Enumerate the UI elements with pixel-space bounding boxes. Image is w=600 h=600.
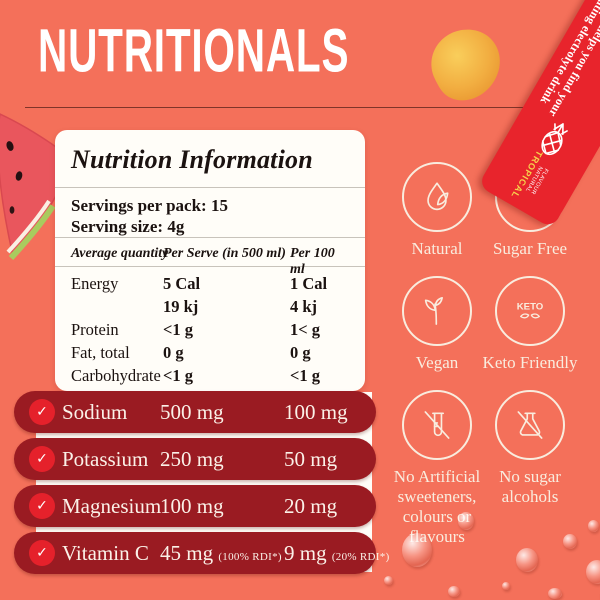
- mango-slice-image: [431, 29, 500, 101]
- water-droplet: [586, 560, 600, 584]
- col-per-100: Per 100 ml: [290, 246, 335, 277]
- product-sachet: hydrating electrolyte drink mix that hel…: [477, 0, 600, 229]
- servings-per-pack-value: 15: [210, 196, 228, 215]
- badge-natural: Natural: [377, 162, 497, 259]
- nutrition-card: Nutrition Information Servings per pack:…: [55, 130, 365, 391]
- mineral-per-100-note: (20% RDI*): [331, 551, 390, 563]
- badge-no-sugar-alcohols: No sugar alcohols: [470, 390, 590, 507]
- keto-icon-text: KETO: [517, 302, 544, 313]
- row-per-100: 0 g: [290, 343, 311, 362]
- water-droplet: [516, 548, 538, 572]
- badge-label: Vegan: [415, 353, 459, 372]
- servings-per-pack-label: Servings per pack:: [71, 196, 207, 215]
- mineral-per-serve: 250 mg: [160, 447, 224, 471]
- badge-label: No sugar alcohols: [499, 467, 561, 506]
- row-per-100: <1 g: [290, 366, 321, 385]
- badge-no-artificial: No Artificial sweeteners, colours or fla…: [377, 390, 497, 547]
- table-body: Energy 5 Cal 1 Cal 19 kj 4 kj Protein <1…: [55, 266, 365, 389]
- mineral-per-100: 9 mg: [284, 541, 327, 565]
- row-per-100: 4 kj: [290, 297, 318, 316]
- table-row: Fat, total 0 g 0 g: [71, 343, 349, 366]
- flask-crossed-icon: [495, 390, 565, 460]
- row-per-serve: 0 g: [163, 343, 184, 362]
- mineral-per-serve: 100 mg: [160, 494, 224, 518]
- mineral-row-vitamin-c: ✓ Vitamin C 45 mg (100% RDI*) 9 mg (20% …: [14, 532, 389, 574]
- mineral-per-serve-note: (100% RDI*): [218, 551, 282, 563]
- mineral-per-100: 50 mg: [284, 447, 338, 471]
- col-per-serve: Per Serve (in 500 ml): [163, 246, 286, 261]
- test-tube-crossed-icon: [402, 390, 472, 460]
- row-per-serve: <1 g: [163, 366, 194, 385]
- row-label: Energy: [71, 274, 119, 293]
- watermelon-slice-image: [0, 113, 73, 260]
- table-header: Average quantity Per Serve (in 500 ml) P…: [55, 237, 365, 277]
- sachet-flavour-label: TROPICAL NATURAL FLAVOUR: [508, 148, 555, 207]
- check-icon: ✓: [29, 446, 55, 472]
- water-droplet: [402, 533, 432, 567]
- badge-label: No Artificial sweeteners, colours or fla…: [393, 467, 481, 546]
- water-droplet: [588, 520, 599, 532]
- badge-label: Keto Friendly: [482, 353, 578, 372]
- check-icon: ✓: [29, 540, 55, 566]
- table-row: Carbohydrate <1 g <1 g: [71, 366, 349, 389]
- sprout-icon: [402, 276, 472, 346]
- mineral-row-magnesium: ✓ Magnesium 100 mg 20 mg: [14, 485, 376, 527]
- row-label: Carbohydrate: [71, 366, 161, 385]
- mineral-row-sodium: ✓ Sodium 500 mg 100 mg: [14, 391, 376, 433]
- keto-icon: KETO: [495, 276, 565, 346]
- water-droplet: [448, 586, 460, 597]
- water-droplet: [458, 512, 474, 530]
- mineral-name: Magnesium: [62, 494, 162, 518]
- badge-label: Natural: [411, 239, 463, 258]
- pineapple-icon: [541, 123, 568, 156]
- mineral-row-potassium: ✓ Potassium 250 mg 50 mg: [14, 438, 376, 480]
- check-icon: ✓: [29, 493, 55, 519]
- mineral-per-serve: 500 mg: [160, 400, 224, 424]
- mineral-name: Vitamin C: [62, 541, 149, 565]
- leaf-drop-icon: [402, 162, 472, 232]
- row-per-100: 1 Cal: [290, 274, 328, 293]
- badge-vegan: Vegan: [377, 276, 497, 373]
- serving-size-value: 4g: [167, 217, 185, 236]
- check-icon: ✓: [29, 399, 55, 425]
- row-label: Protein: [71, 320, 119, 339]
- mineral-per-serve: 45 mg: [160, 541, 214, 565]
- row-per-serve: 5 Cal: [163, 274, 201, 293]
- row-per-serve: <1 g: [163, 320, 194, 339]
- water-droplet: [548, 588, 562, 599]
- table-row: Energy 5 Cal 1 Cal: [71, 274, 349, 297]
- card-title: Nutrition Information: [71, 145, 313, 174]
- mineral-per-100: 20 mg: [284, 494, 338, 518]
- water-droplet: [563, 534, 577, 549]
- mineral-per-100: 100 mg: [284, 400, 348, 424]
- water-droplet: [384, 576, 393, 585]
- table-row: 19 kj 4 kj: [71, 297, 349, 320]
- row-per-serve: 19 kj: [163, 297, 199, 316]
- mineral-name: Sodium: [62, 400, 128, 424]
- serving-size-label: Serving size:: [71, 217, 164, 236]
- page-title: NUTRITIONALS: [38, 17, 350, 86]
- mineral-name: Potassium: [62, 447, 149, 471]
- title-divider: [25, 107, 545, 108]
- row-per-100: 1< g: [290, 320, 321, 339]
- water-droplet: [502, 582, 510, 590]
- badge-label: Sugar Free: [492, 239, 568, 258]
- table-row: Protein <1 g 1< g: [71, 320, 349, 343]
- row-label: Fat, total: [71, 343, 130, 362]
- badge-keto-friendly: KETO Keto Friendly: [470, 276, 590, 373]
- col-average-quantity: Average quantity: [71, 246, 169, 261]
- servings-info: Servings per pack: 15 Serving size: 4g: [55, 187, 365, 237]
